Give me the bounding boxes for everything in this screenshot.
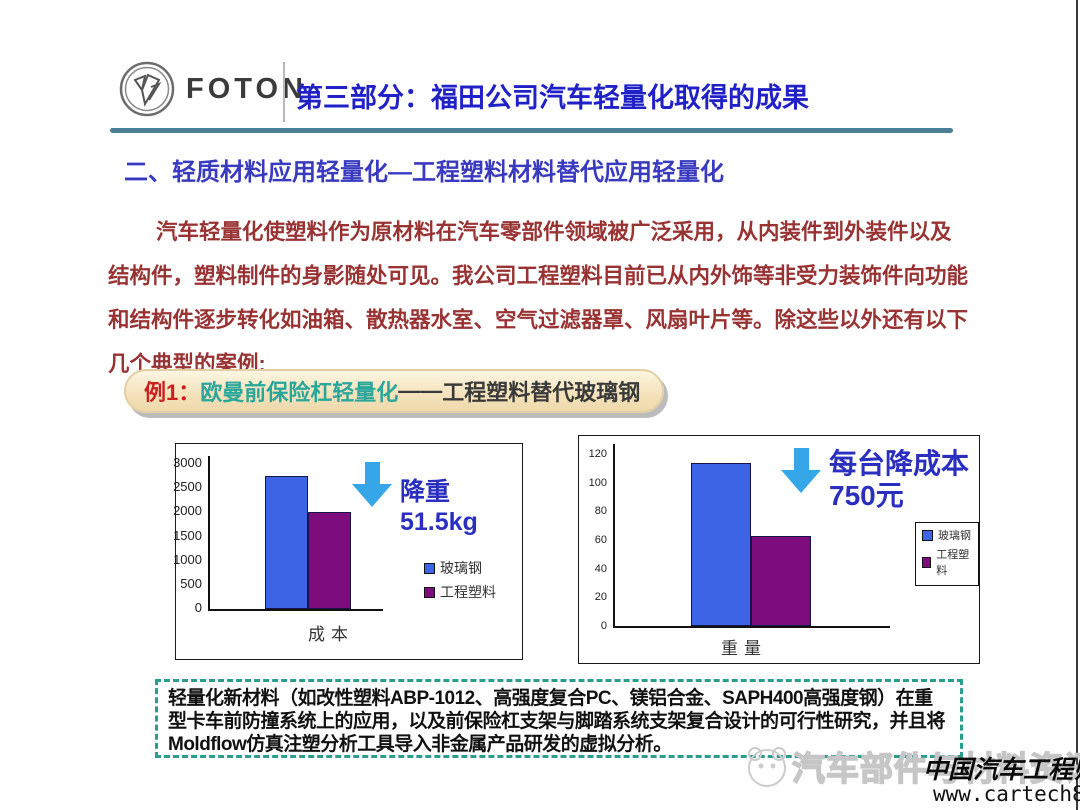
y-axis-ticks: 0 500 1000 1500 2000 2500 3000 bbox=[172, 455, 206, 615]
legend-item: 工程塑料 bbox=[922, 546, 972, 578]
example-subject: 欧曼前保险杠轻量化 bbox=[200, 380, 399, 405]
header-divider bbox=[283, 62, 285, 122]
y-tick-label: 2500 bbox=[173, 479, 202, 495]
arrow-stem bbox=[793, 448, 809, 470]
chart-legend: 玻璃钢 工程塑料 bbox=[424, 558, 496, 606]
bar-工程塑料 bbox=[308, 512, 351, 609]
chart-plot-area: 0 20 40 60 80 100 120 bbox=[589, 444, 890, 632]
watermark-logo-icon bbox=[748, 747, 786, 787]
legend-swatch-icon bbox=[424, 586, 435, 598]
legend-label: 玻璃钢 bbox=[938, 530, 971, 542]
legend-item: 工程塑料 bbox=[424, 582, 496, 602]
y-tick-label: 2000 bbox=[173, 503, 202, 519]
header-rule bbox=[110, 128, 953, 133]
arrow-head bbox=[352, 484, 392, 507]
bar-玻璃钢 bbox=[691, 462, 751, 626]
arrow-stem bbox=[364, 462, 380, 484]
chart-legend: 玻璃钢 工程塑料 bbox=[915, 522, 979, 586]
summary-note-box: 轻量化新材料（如改性塑料ABP-1012、高强度复合PC、镁铝合金、SAPH40… bbox=[155, 679, 963, 758]
y-tick-label: 500 bbox=[180, 575, 202, 591]
note-line-2: 型卡车前防撞系统上的应用，以及前保险杠支架与脚踏系统支架复合设计的可行性研究，并… bbox=[168, 711, 946, 732]
legend-label: 工程塑料 bbox=[440, 584, 496, 600]
y-tick-label: 60 bbox=[594, 534, 607, 546]
annotation-text: 每台降成本 750元 bbox=[829, 448, 970, 511]
slide-title: 第三部分：福田公司汽车轻量化取得的成果 bbox=[296, 83, 809, 113]
legend-item: 玻璃钢 bbox=[922, 527, 972, 543]
y-axis-ticks: 0 20 40 60 80 100 120 bbox=[577, 448, 611, 632]
y-tick-label: 100 bbox=[588, 476, 607, 489]
chart-plot-area: 0 500 1000 1500 2000 2500 3000 bbox=[173, 455, 383, 615]
example-dash: —— bbox=[398, 378, 443, 403]
foton-logo: FOTON bbox=[118, 60, 307, 118]
chart-annotation: 每台降成本 750元 bbox=[781, 448, 969, 512]
y-tick-label: 40 bbox=[594, 562, 607, 575]
chart-bars bbox=[210, 464, 383, 609]
legend-item: 玻璃钢 bbox=[424, 558, 496, 578]
watermark-outline-text: 汽车部件与材料资讯 bbox=[791, 749, 1080, 788]
body-line-1: 汽车轻量化使塑料作为原材料在汽车零部件领域被广泛采用，从内装件到外装件以及 bbox=[156, 220, 952, 244]
y-tick-label: 0 bbox=[194, 600, 202, 615]
y-tick-label: 120 bbox=[588, 448, 607, 460]
watermark-url: www.cartech8.com bbox=[933, 782, 1080, 806]
example-banner: 例1： 欧曼前保险杠轻量化 —— 工程塑料替代玻璃钢 bbox=[124, 369, 664, 413]
note-line-1: 轻量化新材料（如改性塑料ABP-1012、高强度复合PC、镁铝合金、SAPH40… bbox=[168, 688, 933, 709]
foton-logo-text: FOTON bbox=[186, 72, 307, 105]
example-label: 例1： bbox=[144, 380, 201, 405]
x-axis-label: 成本 bbox=[308, 625, 354, 644]
arrow-head bbox=[781, 470, 821, 493]
note-line-3: Moldflow仿真注塑分析工具导入非金属产品研发的虚拟分析。 bbox=[168, 734, 672, 755]
annotation-text: 降重51.5kg bbox=[400, 478, 478, 536]
legend-swatch-icon bbox=[922, 529, 933, 541]
watermark: 汽车部件与材料资讯 中国汽车工程师之家 www.cartech8.com bbox=[740, 738, 1080, 810]
body-paragraph: 汽车轻量化使塑料作为原材料在汽车零部件领域被广泛采用，从内装件到外装件以及 结构… bbox=[108, 210, 978, 386]
example-description: 工程塑料替代玻璃钢 bbox=[442, 380, 641, 405]
legend-swatch-icon bbox=[922, 556, 932, 568]
body-line-2: 结构件，塑料制件的身影随处可见。我公司工程塑料目前已从内外饰等非受力装饰件向功能 bbox=[108, 264, 969, 288]
x-axis-label: 重量 bbox=[721, 639, 767, 658]
bar-玻璃钢 bbox=[265, 476, 308, 609]
y-tick-label: 3000 bbox=[173, 455, 202, 470]
legend-swatch-icon bbox=[424, 562, 435, 574]
watermark-brand-text: 中国汽车工程师之家 bbox=[923, 757, 1080, 784]
y-tick-label: 1500 bbox=[173, 527, 202, 543]
chart-annotation: 降重51.5kg bbox=[352, 462, 522, 537]
y-tick-label: 0 bbox=[600, 620, 607, 632]
legend-label: 玻璃钢 bbox=[440, 560, 482, 576]
foton-emblem-icon bbox=[119, 61, 175, 117]
chart-bars bbox=[615, 454, 890, 626]
section-heading: 二、轻质材料应用轻量化—工程塑料材料替代应用轻量化 bbox=[124, 159, 724, 186]
down-arrow-icon bbox=[352, 462, 392, 507]
body-line-3: 和结构件逐步转化如油箱、散热器水室、空气过滤器罩、风扇叶片等。除这些以外还有以下 bbox=[108, 308, 969, 332]
down-arrow-icon bbox=[781, 448, 821, 493]
cost-bar-chart: 0 500 1000 1500 2000 2500 3000 成本 玻璃钢工程塑料 降重51… bbox=[173, 443, 523, 660]
bar-工程塑料 bbox=[751, 536, 811, 626]
y-tick-label: 1000 bbox=[173, 551, 202, 567]
y-tick-label: 80 bbox=[594, 505, 607, 518]
legend-label: 工程塑料 bbox=[936, 549, 970, 577]
slide-right-border bbox=[1076, 0, 1078, 810]
weight-bar-chart: 0 20 40 60 80 100 120 重量 玻璃钢工程塑料 每台降成本 750元 bbox=[578, 435, 980, 664]
y-tick-label: 20 bbox=[594, 591, 607, 604]
